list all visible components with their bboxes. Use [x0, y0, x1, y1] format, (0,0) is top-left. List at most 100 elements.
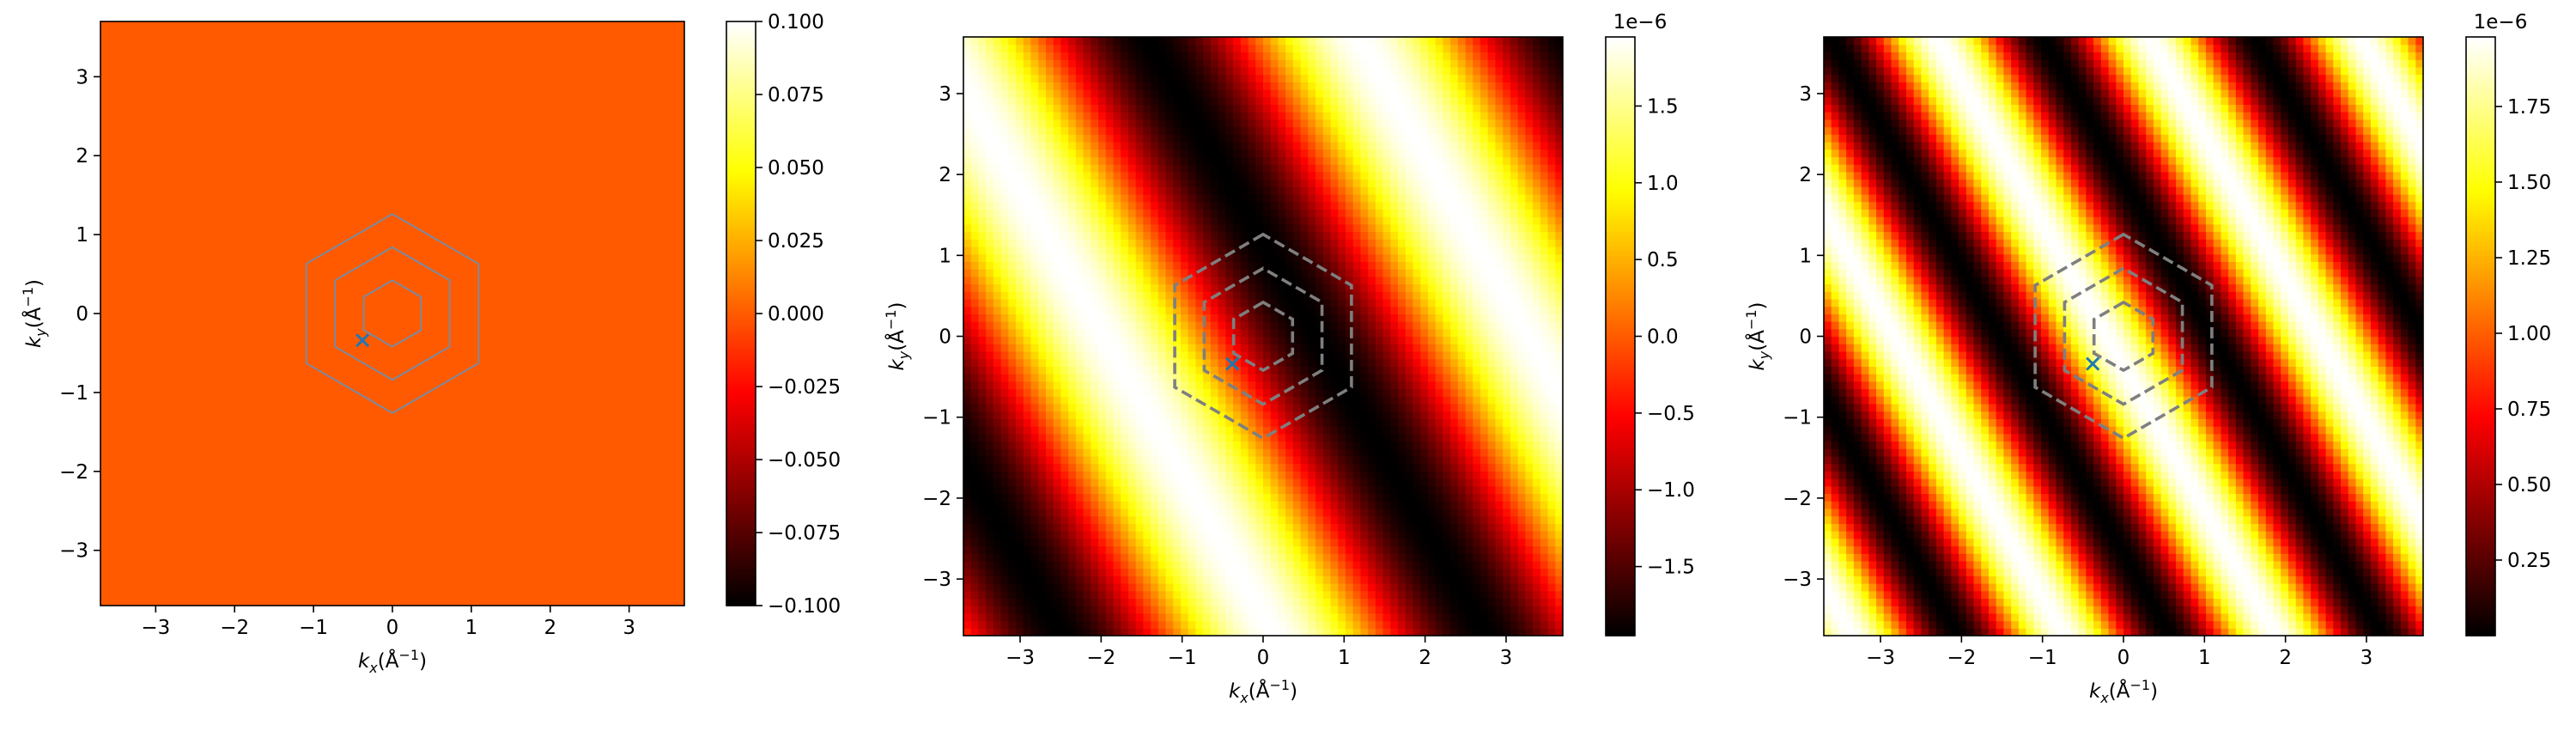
- heatmap-cell: [1315, 246, 1324, 255]
- heatmap-cell: [1352, 223, 1362, 233]
- heatmap-cell: [1053, 216, 1062, 225]
- heatmap-cell: [1368, 344, 1376, 352]
- heatmap-cell: [1038, 96, 1047, 106]
- heatmap-cell: [1225, 52, 1234, 60]
- heatmap-cell: [1233, 96, 1242, 106]
- heatmap-cell: [1113, 471, 1121, 479]
- heatmap-cell: [1173, 82, 1182, 90]
- heatmap-cell: [1278, 104, 1286, 113]
- heatmap-cell: [1360, 515, 1369, 524]
- heatmap-cell: [1382, 583, 1391, 592]
- heatmap-cell: [1375, 478, 1384, 487]
- heatmap-cell: [1157, 612, 1167, 622]
- heatmap-cell: [978, 306, 987, 314]
- heatmap-cell: [1023, 620, 1032, 629]
- heatmap-cell: [1083, 328, 1091, 338]
- heatmap-cell: [1360, 508, 1369, 517]
- heatmap-cell: [1188, 628, 1197, 636]
- heatmap-cell: [1398, 231, 1406, 240]
- heatmap-cell: [1135, 74, 1144, 82]
- heatmap-cell: [1248, 515, 1256, 524]
- colorbar-swatch: [726, 255, 756, 259]
- heatmap-cell: [1157, 209, 1167, 217]
- heatmap-cell: [1195, 336, 1204, 344]
- heatmap-cell: [1240, 291, 1249, 300]
- heatmap-cell: [1315, 515, 1324, 524]
- heatmap-cell: [1165, 433, 1174, 442]
- heatmap-cell: [1233, 590, 1242, 600]
- heatmap-cell: [986, 448, 994, 457]
- heatmap-cell: [993, 508, 1002, 517]
- heatmap-cell: [1240, 590, 1249, 600]
- heatmap-cell: [1135, 291, 1144, 300]
- heatmap-cell: [1322, 493, 1332, 502]
- heatmap-cell: [1157, 52, 1167, 60]
- heatmap-cell: [1278, 134, 1286, 143]
- heatmap-cell: [970, 553, 980, 562]
- heatmap-cell: [1068, 606, 1077, 614]
- heatmap-cell: [1255, 112, 1264, 120]
- heatmap-cell: [1255, 448, 1264, 457]
- heatmap-cell: [1188, 463, 1197, 472]
- heatmap-cell: [1060, 141, 1069, 150]
- heatmap-cell: [1270, 193, 1279, 203]
- heatmap-cell: [1300, 261, 1309, 270]
- heatmap-cell: [1360, 298, 1369, 308]
- heatmap-cell: [1352, 104, 1362, 113]
- heatmap-cell: [1352, 186, 1362, 195]
- heatmap-cell: [1143, 620, 1151, 629]
- heatmap-cell: [1016, 403, 1024, 412]
- heatmap-cell: [1083, 269, 1091, 277]
- heatmap-cell: [1278, 515, 1286, 524]
- heatmap-cell: [1398, 508, 1406, 517]
- heatmap-cell: [1135, 37, 1144, 46]
- heatmap-cell: [1375, 538, 1384, 547]
- heatmap-cell: [1382, 74, 1391, 82]
- heatmap-cell: [1121, 96, 1129, 106]
- heatmap-cell: [1000, 134, 1009, 143]
- heatmap-cell: [986, 246, 994, 255]
- heatmap-cell: [986, 179, 994, 187]
- colorbar-swatch: [726, 564, 756, 569]
- heatmap-cell: [1121, 381, 1129, 390]
- heatmap-cell: [1143, 515, 1151, 524]
- heatmap-cell: [1127, 463, 1137, 472]
- heatmap-cell: [963, 66, 972, 76]
- heatmap-cell: [1375, 52, 1384, 60]
- heatmap-cell: [1285, 374, 1294, 382]
- heatmap-cell: [1368, 209, 1376, 217]
- heatmap-cell: [1398, 358, 1406, 367]
- heatmap-cell: [1181, 612, 1189, 622]
- heatmap-cell: [1210, 186, 1219, 195]
- heatmap-cell: [1218, 171, 1226, 180]
- heatmap-cell: [978, 96, 987, 106]
- heatmap-cell: [1390, 74, 1399, 82]
- heatmap-cell: [1053, 328, 1062, 338]
- heatmap-cell: [1075, 403, 1084, 412]
- heatmap-cell: [1060, 381, 1069, 390]
- heatmap-cell: [1075, 358, 1084, 367]
- heatmap-cell: [1008, 44, 1017, 53]
- heatmap-cell: [1173, 314, 1182, 322]
- heatmap-cell: [1368, 523, 1376, 532]
- heatmap-cell: [1225, 66, 1234, 76]
- heatmap-cell: [1300, 433, 1309, 442]
- heatmap-cell: [1398, 344, 1406, 352]
- heatmap-cell: [963, 336, 972, 344]
- heatmap-cell: [1308, 246, 1316, 255]
- heatmap-cell: [1075, 283, 1084, 292]
- heatmap-cell: [1135, 590, 1144, 600]
- heatmap-cell: [1405, 523, 1414, 532]
- heatmap-cell: [1360, 239, 1369, 247]
- heatmap-cell: [1023, 201, 1032, 210]
- heatmap-cell: [1135, 553, 1144, 562]
- heatmap-cell: [1045, 209, 1054, 217]
- heatmap-cell: [1210, 545, 1219, 554]
- heatmap-cell: [1345, 620, 1354, 629]
- heatmap-cell: [1060, 171, 1069, 180]
- heatmap-cell: [1030, 381, 1039, 390]
- heatmap-cell: [1263, 598, 1272, 606]
- heatmap-cell: [1157, 493, 1167, 502]
- heatmap-cell: [1263, 471, 1272, 479]
- heatmap-cell: [1382, 112, 1391, 120]
